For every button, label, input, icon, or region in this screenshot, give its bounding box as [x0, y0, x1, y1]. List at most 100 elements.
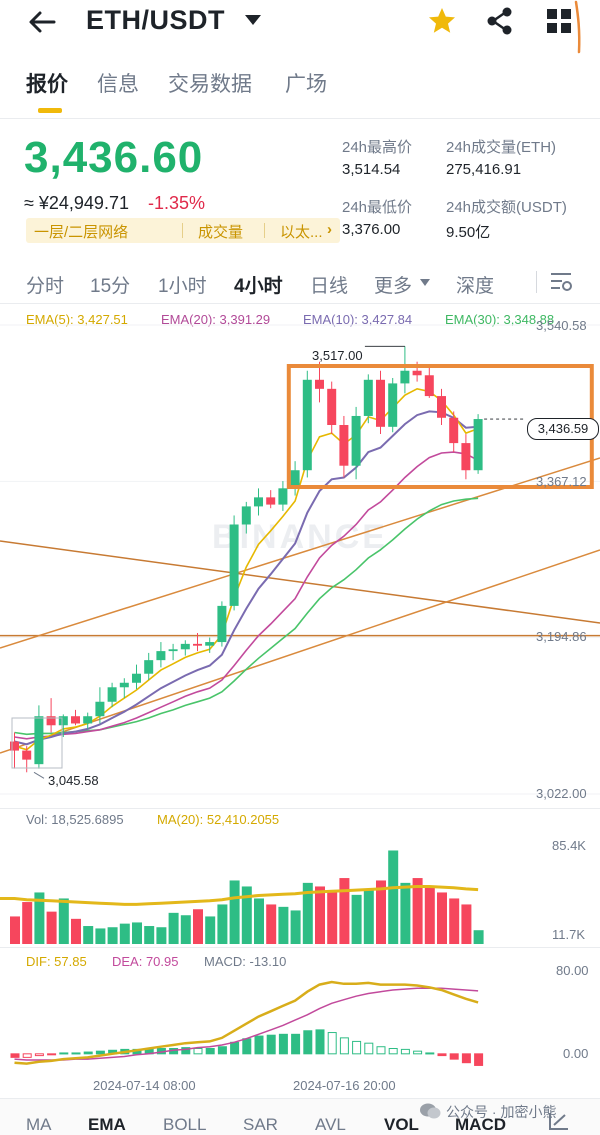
last-price: 3,436.60	[24, 133, 204, 182]
divider	[0, 303, 600, 304]
volume-chart	[0, 850, 484, 944]
ema10-line	[14, 410, 479, 746]
macd-histogram-bar	[364, 1042, 374, 1055]
ema10-legend: EMA(10): 3,427.84	[303, 312, 413, 327]
caret-down-icon[interactable]	[419, 278, 431, 287]
volume-bar	[10, 916, 20, 944]
volume-bar	[351, 894, 362, 944]
candle	[205, 637, 215, 653]
macd-histogram-bar	[449, 1053, 459, 1060]
volume-bar	[339, 878, 350, 944]
volume-value: 275,416.91	[446, 161, 522, 178]
macd-histogram-bar	[461, 1053, 471, 1064]
candle	[424, 367, 434, 398]
volume-bar	[83, 926, 94, 944]
interval-1h[interactable]: 1小时	[158, 276, 207, 297]
candle-body	[229, 524, 239, 606]
wechat-icon	[420, 1103, 441, 1119]
candlestick-chart[interactable]: BINANCE	[0, 318, 600, 808]
candle-body	[168, 649, 178, 652]
date-label: 2024-07-16 20:00	[293, 1078, 396, 1093]
indicator-avl[interactable]: AVL	[315, 1115, 346, 1134]
high-callout: 3,517.00	[312, 348, 363, 363]
divider	[0, 118, 600, 119]
macd-histogram-bar	[22, 1053, 32, 1058]
macd-axis-top: 80.00	[556, 963, 589, 978]
candle-body	[217, 605, 227, 643]
active-tab-indicator	[38, 108, 62, 113]
macd-histogram-bar	[291, 1033, 301, 1055]
candle	[266, 490, 276, 509]
macd-histogram-bar	[437, 1053, 447, 1057]
tag-volume[interactable]: 成交量	[198, 224, 244, 241]
candle-body	[156, 651, 166, 661]
tab-info[interactable]: 信息	[97, 73, 139, 96]
volume-bar	[290, 910, 301, 944]
candle-body	[241, 506, 251, 525]
indicator-vol[interactable]: VOL	[384, 1115, 419, 1134]
indicator-ma[interactable]: MA	[26, 1115, 52, 1134]
volume-bar	[437, 892, 447, 944]
back-arrow-icon[interactable]	[26, 8, 58, 36]
chart-settings-icon[interactable]	[548, 270, 574, 294]
macd-histogram-bar	[205, 1048, 215, 1055]
pair-title[interactable]: ETH/USDT	[86, 5, 225, 35]
top-bar: ETH/USDT	[0, 0, 600, 54]
macd-histogram-bar	[71, 1052, 81, 1055]
interval-more[interactable]: 更多	[374, 276, 413, 297]
macd-histogram-bar	[34, 1053, 44, 1057]
tag-ethereum[interactable]: 以太...	[280, 224, 323, 241]
trend-line	[0, 540, 600, 624]
tags-more-icon[interactable]: ›	[327, 221, 332, 238]
tag-layer-network[interactable]: 一层/二层网络	[34, 224, 129, 241]
amount-label: 24h成交额(USDT)	[446, 199, 567, 216]
volume-bar	[376, 880, 386, 944]
price-axis-min: 3,022.00	[536, 786, 587, 801]
candle	[327, 381, 337, 435]
candle-body	[34, 716, 44, 765]
candle-body	[119, 682, 129, 688]
interval-tabs: 分时 15分 1小时 4小时 日线 更多 深度	[0, 262, 600, 302]
divider	[0, 808, 600, 809]
caret-down-icon[interactable]	[244, 14, 262, 26]
candle-body	[315, 379, 324, 389]
tab-quote[interactable]: 报价	[26, 73, 68, 96]
draw-tool-icon[interactable]	[548, 1111, 570, 1131]
share-icon[interactable]	[486, 6, 514, 36]
volume-bar	[217, 904, 228, 944]
indicator-sar[interactable]: SAR	[243, 1115, 278, 1134]
candle-body	[10, 741, 19, 751]
low-callout-line	[33, 771, 45, 779]
volume-bar	[119, 923, 130, 944]
candle-body	[473, 419, 483, 471]
macd-histogram-bar	[278, 1033, 288, 1055]
indicator-boll[interactable]: BOLL	[163, 1115, 207, 1134]
tab-trade-data[interactable]: 交易数据	[168, 73, 252, 96]
tab-square[interactable]: 广场	[285, 73, 327, 96]
candle	[351, 406, 361, 480]
volume-bar	[132, 922, 142, 944]
star-icon[interactable]	[427, 6, 457, 36]
macd-histogram-bar	[59, 1052, 69, 1055]
indicator-macd[interactable]: MACD	[455, 1115, 506, 1134]
grid-icon[interactable]	[546, 8, 572, 34]
candle	[388, 377, 398, 433]
candle	[83, 712, 93, 729]
low-callout: 3,045.58	[48, 773, 99, 788]
interval-4h[interactable]: 4小时	[234, 276, 283, 297]
category-tags[interactable]: 一层/二层网络 成交量 以太... ›	[26, 218, 340, 243]
interval-15m[interactable]: 15分	[90, 276, 131, 297]
interval-daily[interactable]: 日线	[310, 276, 349, 297]
candle	[95, 687, 105, 724]
low-marker-box	[11, 717, 63, 769]
volume-bar	[22, 902, 33, 944]
ema30-legend: EMA(30): 3,348.88	[445, 312, 555, 327]
volume-bar	[71, 918, 81, 944]
candle	[71, 709, 80, 726]
interval-depth[interactable]: 深度	[456, 276, 495, 297]
indicator-ema[interactable]: EMA	[88, 1115, 126, 1134]
low-value: 3,376.00	[342, 221, 401, 238]
divider	[0, 947, 600, 948]
interval-timeline[interactable]: 分时	[26, 276, 65, 297]
candle-body	[424, 375, 434, 397]
